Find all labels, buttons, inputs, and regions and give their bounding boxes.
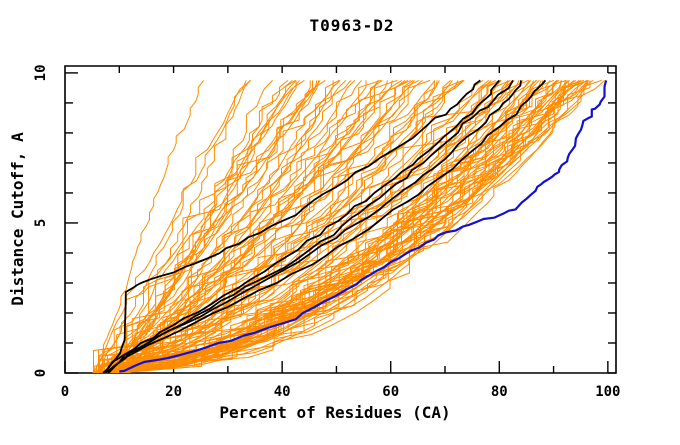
- orange-curve: [112, 79, 584, 373]
- orange-curve: [108, 80, 311, 373]
- black-highlight-curves: [102, 79, 547, 373]
- orange-curve: [97, 80, 289, 373]
- orange-curve: [98, 80, 465, 373]
- y-tick-label: 0: [33, 369, 49, 377]
- orange-curve: [104, 79, 484, 373]
- orange-curve: [108, 80, 341, 373]
- orange-curve: [121, 80, 510, 373]
- orange-curve: [114, 80, 436, 373]
- orange-curve: [116, 79, 496, 373]
- orange-curve: [99, 79, 587, 373]
- orange-curve: [118, 79, 296, 373]
- y-tick-label: 5: [33, 219, 49, 227]
- orange-curve: [96, 80, 205, 373]
- orange-curve: [122, 80, 568, 373]
- orange-curve: [124, 80, 580, 373]
- orange-curve: [113, 80, 575, 373]
- orange-curve: [118, 79, 464, 373]
- orange-curve: [96, 79, 305, 373]
- axis-ticks: [64, 66, 616, 374]
- x-axis-label: Percent of Residues (CA): [219, 403, 450, 422]
- orange-curve: [114, 80, 538, 373]
- x-tick-label: 80: [491, 384, 508, 400]
- orange-curve: [116, 80, 423, 373]
- orange-curve: [96, 80, 300, 373]
- orange-curve: [115, 80, 362, 373]
- orange-curve: [117, 80, 273, 373]
- orange-curve: [93, 79, 500, 373]
- orange-curve: [119, 80, 567, 373]
- orange-curve: [122, 80, 546, 373]
- orange-curve: [101, 80, 606, 373]
- black-curve: [102, 79, 481, 373]
- black-curve: [104, 79, 500, 373]
- y-axis-label: Distance Cutoff, A: [8, 132, 27, 306]
- y-tick-label: 10: [33, 64, 49, 81]
- orange-curve: [96, 80, 566, 373]
- x-tick-label: 0: [61, 384, 69, 400]
- orange-curve: [112, 80, 544, 373]
- orange-curve: [117, 79, 409, 373]
- orange-curve: [97, 80, 492, 373]
- y-tick-labels: 0 5 10: [33, 64, 49, 377]
- orange-curve: [102, 80, 334, 373]
- x-tick-label: 100: [595, 384, 620, 400]
- orange-curve: [103, 80, 321, 373]
- orange-curve-ensemble: [92, 79, 606, 373]
- orange-curve: [94, 79, 560, 373]
- blue-highlight-curve: [119, 80, 608, 373]
- orange-curve: [122, 80, 347, 373]
- orange-curve: [93, 80, 252, 373]
- x-tick-label: 60: [382, 384, 399, 400]
- black-curve: [107, 79, 547, 373]
- black-curve: [107, 80, 522, 373]
- chart-title: T0963-D2: [309, 16, 394, 35]
- orange-curve: [100, 79, 403, 373]
- orange-curve: [96, 79, 589, 373]
- orange-curve: [121, 80, 318, 373]
- orange-curve: [116, 79, 340, 373]
- orange-curve: [103, 79, 502, 373]
- x-tick-labels: 0 20 40 60 80 100: [61, 384, 621, 400]
- orange-curve: [101, 79, 420, 373]
- x-tick-label: 40: [274, 384, 291, 400]
- blue-curve: [119, 80, 608, 373]
- orange-curve: [103, 80, 570, 373]
- x-tick-label: 20: [165, 384, 182, 400]
- orange-curve: [92, 80, 352, 373]
- orange-curve: [121, 80, 341, 373]
